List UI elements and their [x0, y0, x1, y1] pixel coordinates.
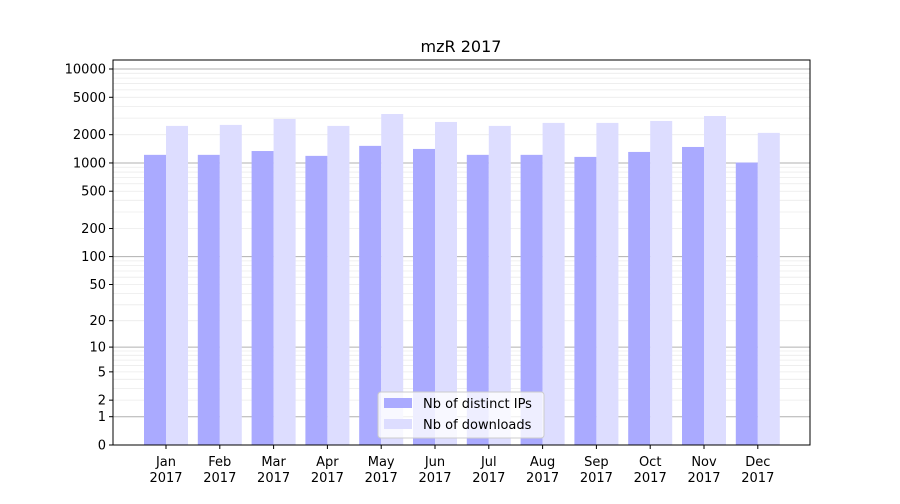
x-tick-label: Nov [691, 455, 717, 470]
bar-distinct-ips [466, 154, 489, 445]
bar-distinct-ips [574, 156, 597, 446]
bar-downloads [596, 122, 619, 446]
x-tick-label: 2017 [311, 471, 344, 486]
bar-distinct-ips [628, 151, 651, 445]
x-tick-label: Feb [208, 455, 231, 470]
bar-distinct-ips [251, 151, 274, 445]
y-tick-label: 100 [81, 250, 106, 265]
x-tick-label: Aug [530, 455, 555, 470]
legend-swatch [384, 419, 412, 429]
bar-downloads [650, 120, 673, 445]
bar-distinct-ips [682, 146, 704, 445]
bar-distinct-ips [197, 154, 220, 445]
bar-downloads [219, 124, 242, 445]
bar-downloads [435, 121, 457, 445]
x-tick-label: 2017 [365, 471, 398, 486]
bar-downloads [488, 125, 511, 445]
bar-downloads [327, 125, 350, 445]
bar-downloads [757, 132, 780, 445]
bar-distinct-ips [305, 155, 328, 445]
x-tick-label: Oct [639, 455, 661, 470]
x-tick-label: 2017 [634, 471, 667, 486]
bar-distinct-ips [413, 148, 435, 445]
x-tick-label: Jun [424, 455, 445, 470]
x-tick-label: 2017 [580, 471, 613, 486]
chart-title: mzR 2017 [421, 37, 502, 56]
y-tick-label: 500 [81, 185, 106, 200]
x-tick-label: Jan [155, 455, 176, 470]
x-tick-label: 2017 [257, 471, 290, 486]
bar-distinct-ips [144, 154, 166, 445]
bar-downloads [704, 116, 726, 446]
bar-distinct-ips [735, 162, 758, 445]
y-tick-label: 1 [98, 410, 106, 425]
x-tick-label: Mar [261, 455, 286, 470]
bar-downloads [273, 118, 296, 446]
bar-downloads [381, 114, 404, 445]
bar-downloads [542, 122, 565, 446]
y-tick-label: 10 [89, 341, 106, 356]
y-tick-label: 5000 [73, 91, 106, 106]
x-tick-label: Dec [745, 455, 770, 470]
bar-distinct-ips [359, 145, 382, 445]
y-tick-label: 200 [81, 222, 106, 237]
y-tick-label: 2000 [73, 128, 106, 143]
x-tick-label: 2017 [472, 471, 505, 486]
x-tick-label: 2017 [687, 471, 720, 486]
y-tick-label: 2 [98, 394, 106, 409]
x-tick-label: 2017 [149, 471, 182, 486]
y-tick-label: 20 [89, 314, 106, 329]
x-tick-label: Jul [480, 455, 497, 470]
legend-label: Nb of distinct IPs [423, 397, 532, 412]
legend-label: Nb of downloads [423, 418, 532, 433]
x-tick-label: 2017 [526, 471, 559, 486]
x-tick-label: 2017 [203, 471, 236, 486]
bar-distinct-ips [520, 154, 543, 445]
y-tick-label: 5 [98, 365, 106, 380]
y-tick-label: 0 [98, 439, 106, 454]
y-tick-label: 50 [89, 278, 106, 293]
x-tick-label: 2017 [418, 471, 451, 486]
x-tick-label: Apr [316, 455, 339, 470]
x-tick-label: 2017 [741, 471, 774, 486]
plot-frame [112, 59, 811, 446]
x-tick-label: May [368, 455, 395, 470]
x-tick-label: Sep [584, 455, 609, 470]
y-tick-label: 1000 [73, 156, 106, 171]
legend-box [377, 391, 545, 439]
bar-downloads [166, 125, 188, 445]
legend-swatch [384, 398, 412, 408]
y-tick-label: 10000 [65, 62, 106, 77]
